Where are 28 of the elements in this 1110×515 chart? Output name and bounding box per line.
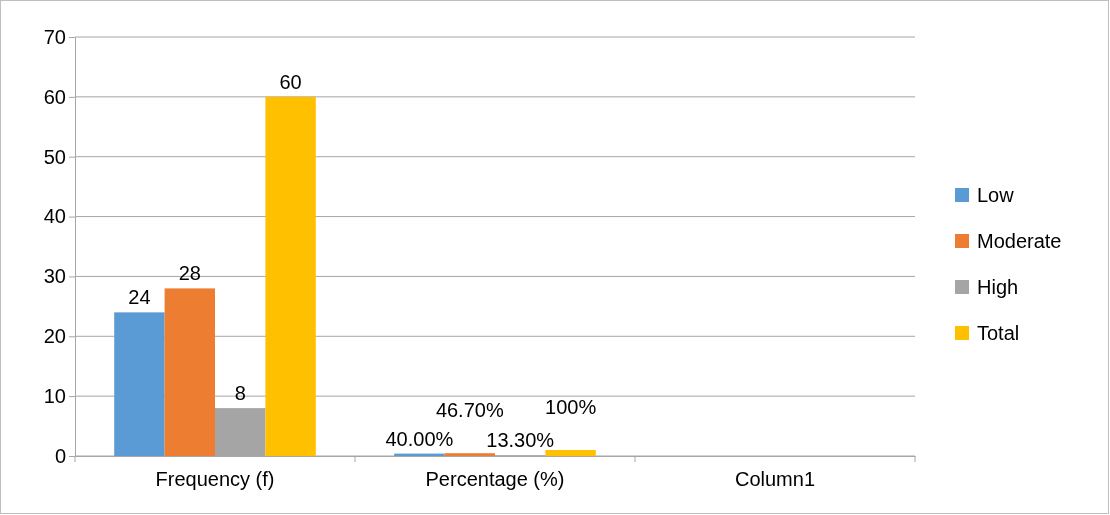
data-label: 100% xyxy=(545,396,597,419)
data-label: 46.70% xyxy=(435,399,504,422)
legend-label: Moderate xyxy=(977,230,1062,252)
y-tick-label: 70 xyxy=(43,25,66,48)
bar xyxy=(444,453,495,456)
legend-label: Low xyxy=(977,184,1015,206)
data-label: 28 xyxy=(178,262,201,285)
data-label: 8 xyxy=(234,382,246,405)
data-label: 24 xyxy=(128,286,151,309)
y-tick-label: 0 xyxy=(54,444,66,467)
bar xyxy=(164,288,215,456)
bar xyxy=(265,96,316,456)
legend-label: High xyxy=(977,276,1019,298)
legend-label: Total xyxy=(977,322,1020,344)
bar xyxy=(545,450,596,456)
x-tick-label: Frequency (f) xyxy=(155,468,275,491)
y-tick-label: 40 xyxy=(43,205,66,228)
data-label: 40.00% xyxy=(385,427,454,450)
x-tick-label: Column1 xyxy=(734,468,816,491)
y-tick-label: 30 xyxy=(43,265,66,288)
y-tick-label: 20 xyxy=(43,325,66,348)
data-label: 60 xyxy=(279,70,302,93)
y-tick-label: 50 xyxy=(43,145,66,168)
data-label: 13.30% xyxy=(486,429,555,452)
x-tick-label: Percentage (%) xyxy=(425,468,565,491)
y-tick-label: 60 xyxy=(43,85,66,108)
bar xyxy=(114,312,165,456)
y-tick-label: 10 xyxy=(43,385,66,408)
